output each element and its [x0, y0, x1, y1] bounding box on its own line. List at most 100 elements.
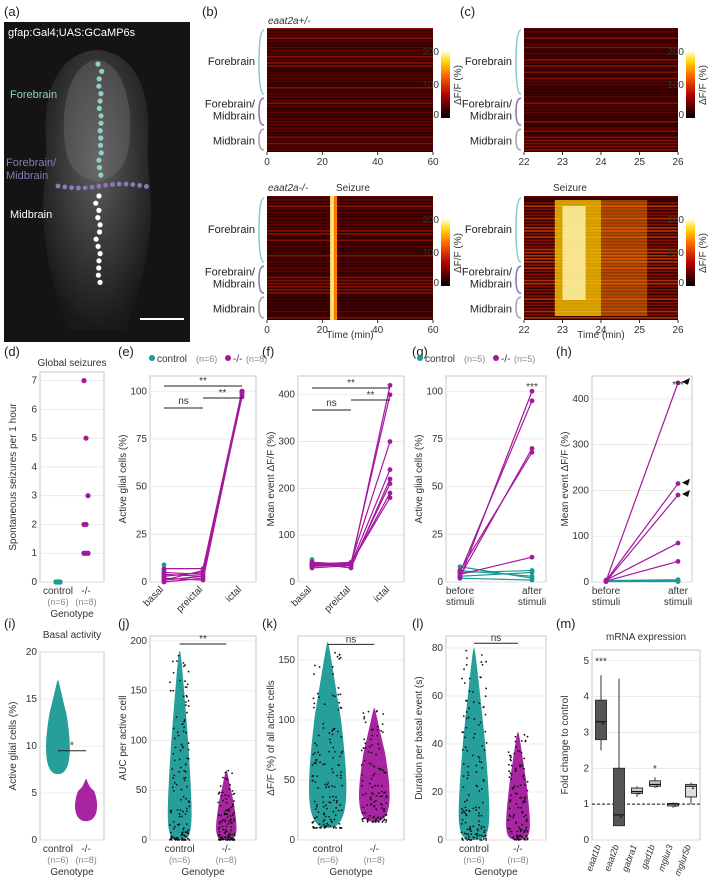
e-ytick-label: 25 [136, 529, 148, 540]
j-jitter-point [228, 820, 230, 823]
j-jitter-point [222, 776, 224, 779]
b-top-heatmap-row [267, 114, 433, 117]
c-top-region-forebrain-mid: Forebrain/ [462, 98, 513, 110]
e-ytick-label: 75 [136, 434, 148, 445]
c-top-heatmap-row [524, 139, 678, 142]
k-jitter-point [318, 666, 321, 668]
c-top-heatmap-row [524, 55, 678, 58]
l-jitter-point [475, 833, 478, 835]
k-jitter-point [327, 824, 330, 826]
c-top-heatmap-row [524, 31, 678, 33]
k-jitter-point [361, 784, 363, 787]
l-jitter-point [479, 839, 482, 841]
l-jitter-point [466, 839, 469, 841]
k-jitter-point [340, 771, 343, 773]
l-jitter-point [462, 786, 465, 789]
l-jitter-point [520, 796, 523, 799]
panel-a-label-forebrain-mid: Forebrain/ [6, 157, 57, 169]
j-jitter-point [179, 809, 182, 812]
l-jitter-point [481, 834, 483, 837]
c-top-heatmap-row [524, 49, 678, 52]
l-jitter-point [476, 834, 479, 837]
f-point [387, 467, 393, 473]
panel-label-f: (f) [262, 344, 274, 359]
k-jitter-point [324, 783, 327, 786]
k-jitter-point [338, 822, 341, 825]
j-jitter-point [221, 820, 223, 823]
k-jitter-point [326, 822, 328, 825]
i-sig-label: * [70, 741, 74, 752]
panel-label-a: (a) [4, 4, 20, 19]
g-plot-area [445, 375, 547, 583]
b-top-heatmap-row [267, 99, 433, 102]
l-jitter-point [462, 809, 465, 812]
k-jitter-point [377, 767, 380, 770]
e-point [161, 566, 167, 572]
l-jitter-point [517, 785, 519, 788]
f-ytick-label: 400 [278, 390, 295, 401]
l-jitter-point [463, 811, 466, 814]
k-jitter-point [339, 804, 342, 806]
k-jitter-point [332, 795, 334, 798]
k-jitter-point [317, 811, 320, 814]
d-xn: (n=8) [75, 597, 96, 607]
genotype-top-label: eaat2a+/- [268, 16, 311, 27]
b-bottom-region-forebrain-mid-2: Midbrain [213, 278, 255, 290]
e-point [161, 577, 167, 583]
h-series-line [605, 560, 679, 582]
b-top-tick-label: 20 [317, 157, 329, 168]
k-jitter-point [314, 762, 317, 765]
j-jitter-point [184, 680, 187, 682]
j-jitter-point [185, 823, 188, 826]
k-jitter-point [375, 817, 378, 820]
k-jitter-point [340, 809, 343, 812]
l-jitter-point [483, 835, 485, 838]
k-jitter-point [317, 734, 320, 737]
h-point [675, 540, 681, 546]
m-box [595, 699, 607, 741]
forebrain-midbrain-cell-marker [123, 181, 129, 187]
seizure-label-c: Seizure [553, 183, 587, 194]
l-jitter-point [477, 724, 480, 726]
l-jitter-point [508, 814, 511, 816]
forebrain-midbrain-cell-marker [89, 184, 95, 190]
j-jitter-point [181, 723, 184, 726]
b-top-heatmap-row [267, 133, 433, 136]
j-jitter-point [218, 836, 220, 839]
c-bottom-tick-label: 26 [672, 325, 684, 336]
k-jitter-point [322, 805, 325, 808]
k-ytick-label: 150 [278, 655, 295, 666]
m-sample-point [620, 816, 622, 818]
j-jitter-point [231, 803, 234, 806]
l-jitter-point [460, 831, 463, 834]
l-jitter-point [468, 690, 471, 693]
l-jitter-point [478, 760, 481, 763]
m-sample-point [674, 805, 676, 808]
l-jitter-point [461, 748, 464, 751]
k-ytick-label: 0 [289, 835, 295, 846]
l-jitter-point [479, 721, 482, 724]
k-jitter-point [332, 810, 335, 813]
g-series-line [459, 400, 533, 573]
k-jitter-point [314, 664, 316, 667]
l-jitter-point [480, 654, 483, 656]
f-point [387, 495, 393, 501]
h-point [675, 481, 681, 486]
j-jitter-point [233, 818, 236, 820]
h-xcat-2: stimuli [592, 597, 620, 608]
g-xcat: after [522, 586, 543, 597]
j-jitter-point [217, 814, 220, 816]
d-xlabel: Genotype [50, 609, 94, 620]
k-jitter-point [324, 815, 327, 818]
k-jitter-point [331, 694, 334, 697]
l-jitter-point [480, 661, 483, 663]
c-top-heatmap-row [524, 40, 678, 43]
l-jitter-point [466, 657, 468, 660]
l-jitter-point [461, 818, 464, 821]
l-jitter-point [465, 711, 468, 713]
j-jitter-point [186, 830, 189, 833]
l-xn: (n=8) [507, 855, 528, 865]
l-jitter-point [480, 761, 483, 764]
j-jitter-point [187, 832, 190, 835]
